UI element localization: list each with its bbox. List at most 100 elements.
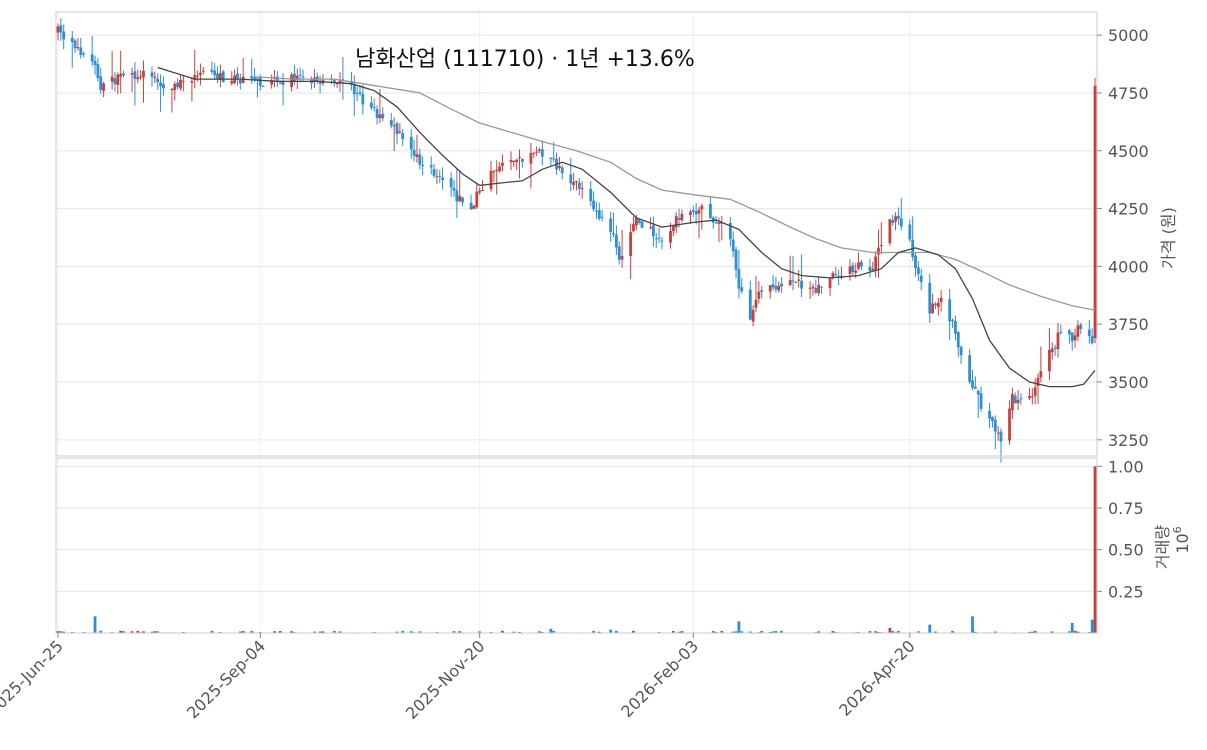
candle-body [475, 191, 479, 208]
volume-bar [874, 631, 878, 633]
volume-multiplier-exponent: 6 [1171, 526, 1184, 533]
candle-body [176, 82, 180, 88]
moving-average-short [157, 66, 1096, 388]
volume-bar [122, 631, 125, 633]
candle-body [538, 149, 541, 151]
candle-body [894, 216, 897, 222]
volume-bar [609, 629, 613, 633]
volume-bar [452, 631, 456, 633]
candle-body [338, 80, 342, 83]
candle-body [774, 285, 778, 290]
volume-bar [290, 631, 294, 633]
candle-body [495, 169, 499, 171]
candle-body [674, 216, 678, 228]
volume-axis-label: 거래량 [1153, 525, 1172, 569]
candle-body [931, 303, 935, 313]
volume-bar [136, 630, 140, 633]
candle-body [871, 269, 875, 271]
candle-body [435, 176, 439, 178]
volume-gridlines [56, 458, 1097, 633]
candle-body [270, 79, 274, 85]
candle-body [392, 125, 396, 127]
candle-body [751, 309, 755, 322]
volume-bar [518, 631, 521, 633]
candle-body [352, 83, 356, 95]
candle-body [592, 200, 595, 210]
volume-bar [119, 630, 123, 633]
volume-bar [418, 631, 422, 633]
candle-body [1070, 332, 1074, 342]
candle-body [429, 165, 433, 168]
candle-body [934, 303, 937, 306]
candle-body [979, 393, 983, 409]
volume-bar [409, 631, 413, 633]
chart-title: 남화산업 (111710) · 1년 +13.6% [355, 47, 695, 72]
volume-bar [771, 631, 775, 633]
price-tick-label: 3250 [1108, 431, 1149, 450]
candle-body [1056, 332, 1060, 350]
volume-bar [458, 631, 462, 633]
candle-body [153, 76, 157, 79]
volume-bar [711, 630, 715, 633]
candle-body [93, 60, 97, 66]
price-tick-label: 4500 [1108, 142, 1149, 161]
candle-body [216, 73, 219, 79]
volume-bar [1050, 631, 1054, 633]
candle-body [899, 218, 903, 227]
candle-body [640, 221, 644, 228]
candle-body [549, 157, 553, 159]
candle-body [432, 169, 436, 176]
volume-bar [59, 631, 63, 633]
volume-panel-frame [55, 457, 1098, 634]
candle-body [788, 280, 792, 286]
candle-body [728, 222, 732, 240]
candle-body [757, 291, 761, 299]
candle-body [1059, 331, 1063, 333]
volume-bar [897, 630, 900, 633]
volume-tick-label: 0.50 [1108, 541, 1144, 560]
price-panel-frame [55, 11, 1098, 457]
candle-body [888, 219, 892, 244]
candle-body [939, 297, 943, 302]
candle-body [133, 71, 137, 79]
candle-body [1067, 330, 1071, 335]
volume-bar [891, 631, 895, 633]
candle-body [358, 91, 362, 94]
volume-bar [734, 631, 738, 633]
volume-bar [928, 624, 932, 633]
volume-bar [153, 631, 157, 633]
candle-body [908, 224, 912, 240]
volume-bar [549, 628, 553, 633]
candle-body [660, 240, 664, 242]
candle-body [318, 82, 322, 84]
candle-body [481, 189, 484, 191]
candle-body [230, 80, 234, 84]
candle-body [438, 176, 442, 178]
candle-body [976, 390, 980, 395]
candle-body [122, 73, 125, 76]
candle-body [993, 419, 997, 432]
candle-body [973, 386, 977, 389]
volume-bar [780, 630, 784, 633]
candle-body [748, 289, 752, 320]
candle-body [1013, 395, 1017, 404]
candle-body [897, 215, 900, 219]
volume-bar [1067, 631, 1071, 633]
volume-bar [540, 631, 544, 633]
candle-body [512, 160, 516, 163]
candle-body [361, 93, 365, 105]
candle-body [455, 190, 459, 202]
candle-body [768, 285, 772, 292]
candle-body [1087, 329, 1091, 337]
candle-body [190, 81, 194, 83]
candle-body [800, 280, 803, 289]
candle-body [1093, 86, 1097, 339]
candle-body [441, 177, 445, 180]
candle-body [652, 225, 655, 237]
candle-body [820, 286, 823, 288]
candle-body [857, 262, 860, 269]
volume-bar [338, 631, 342, 633]
candle-body [281, 80, 285, 86]
volume-bar [156, 631, 160, 633]
